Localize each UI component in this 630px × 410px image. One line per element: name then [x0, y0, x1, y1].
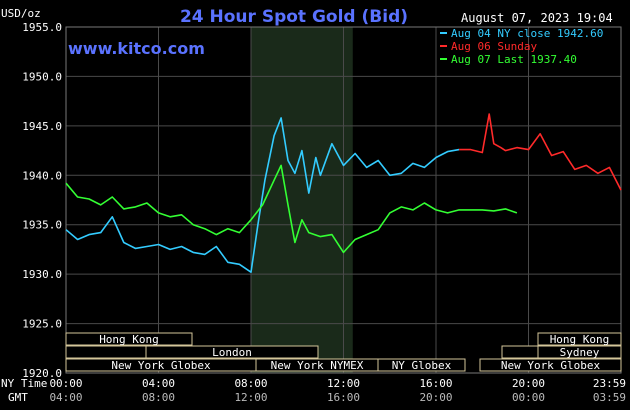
x-tick-label-gmt: 08:00 [142, 391, 175, 404]
market-bar [479, 358, 622, 372]
brand-label: www.kitco.com [68, 39, 205, 58]
y-tick-label: 1935.0 [22, 219, 62, 232]
series-lines [65, 113, 622, 274]
y-tick-label: 1940.0 [22, 169, 62, 182]
legend-item: Aug 06 Sunday [451, 40, 537, 53]
x-tick-label-ny: 12:00 [327, 377, 360, 390]
legend-item: Aug 04 NY close 1942.60 [451, 27, 603, 40]
market-bar [65, 345, 147, 359]
highlight-band [251, 27, 353, 373]
y-axis: 1955.0 1950.0 1945.0 1940.0 1935.0 1930.0 1925… [22, 21, 62, 380]
plot-border [65, 26, 622, 374]
market-bar-label: NY Globex [392, 359, 452, 372]
market-bar [377, 358, 466, 372]
market-bar [65, 332, 193, 346]
x-tick-label-gmt: 04:00 [49, 391, 82, 404]
y-tick-label: 1930.0 [22, 268, 62, 281]
market-bar [537, 332, 622, 346]
market-bar [537, 345, 622, 359]
chart-title: 24 Hour Spot Gold (Bid) [180, 7, 408, 27]
series-line-2 [65, 164, 518, 254]
market-bar [501, 345, 539, 359]
market-bar-label: New York NYMEX [271, 359, 364, 372]
market-bar [145, 345, 319, 359]
market-bar-label: Hong Kong [99, 333, 159, 346]
x-tick-label-ny: 23:59 [593, 377, 626, 390]
market-bar-label: London [212, 346, 252, 359]
series-line-1 [459, 113, 622, 191]
unit-label: USD/oz [1, 7, 41, 20]
x-tick-label-gmt: 20:00 [419, 391, 452, 404]
x-axis-row2-label: GMT [8, 391, 28, 404]
series-line-0 [65, 117, 460, 274]
x-axis: 00:0004:0004:0008:0008:0012:0012:0016:00… [49, 377, 626, 404]
x-tick-label-gmt: 12:00 [234, 391, 267, 404]
x-tick-label-ny: 08:00 [234, 377, 267, 390]
y-tick-label: 1925.0 [22, 318, 62, 331]
x-axis-row1-label: NY Time [1, 377, 47, 390]
y-tick-label: 1920.0 [22, 367, 62, 380]
datetime-label: August 07, 2023 19:04 [461, 11, 613, 25]
market-bar-label: Hong Kong [550, 333, 610, 346]
x-tick-label-ny: 16:00 [419, 377, 452, 390]
x-tick-label-gmt: 00:00 [512, 391, 545, 404]
grid-lines [65, 26, 622, 374]
y-tick-label: 1945.0 [22, 120, 62, 133]
y-tick-label: 1955.0 [22, 21, 62, 34]
x-tick-label-ny: 20:00 [512, 377, 545, 390]
x-tick-label-gmt: 03:59 [593, 391, 626, 404]
market-bar-label: New York Globex [111, 359, 211, 372]
x-tick-label-ny: 04:00 [142, 377, 175, 390]
legend-item: Aug 07 Last 1937.40 [451, 53, 577, 66]
x-tick-label-ny: 00:00 [49, 377, 82, 390]
x-tick-label-gmt: 16:00 [327, 391, 360, 404]
market-bar-label: Sydney [560, 346, 600, 359]
market-bar-label: New York Globex [501, 359, 601, 372]
y-tick-label: 1950.0 [22, 70, 62, 83]
